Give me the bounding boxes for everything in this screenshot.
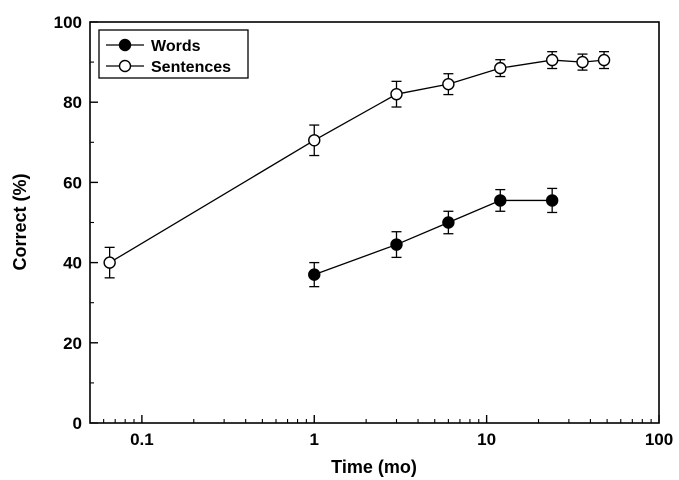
data-point-sentences: [308, 134, 321, 147]
x-tick-label: 0.1: [130, 430, 154, 449]
plot-frame-group: [89, 21, 660, 424]
series-words: [308, 187, 559, 288]
plot-frame: [89, 21, 660, 424]
axis-ticks: [90, 21, 660, 424]
data-point-words: [494, 194, 507, 207]
series-line-words: [314, 199, 553, 276]
x-tick-label: 10: [477, 430, 496, 449]
data-point-words: [442, 216, 455, 229]
legend: Words Sentences: [98, 29, 249, 79]
legend-marker-words: [118, 38, 132, 52]
x-tick-label: 100: [645, 430, 673, 449]
data-point-words: [545, 194, 559, 207]
data-point-sentences: [103, 256, 116, 269]
series-sentences: [103, 51, 611, 279]
axis-tick-labels: 0.1 1 10 100 0 20 40 60 80 100: [54, 13, 674, 449]
x-tick-label: 1: [310, 430, 319, 449]
legend-label-words: Words: [151, 38, 201, 55]
legend-marker-sentences: [118, 59, 132, 73]
x-axis-title: Time (mo): [331, 457, 417, 477]
data-point-words: [390, 238, 403, 251]
y-tick-label: 60: [63, 173, 82, 192]
data-point-words: [308, 268, 321, 281]
y-tick-label: 20: [63, 334, 82, 353]
data-point-sentences: [597, 53, 611, 67]
y-axis-title: Correct (%): [10, 173, 30, 270]
legend-label-sentences: Sentences: [151, 59, 231, 76]
series-layer: [103, 51, 611, 288]
y-tick-label: 0: [73, 414, 82, 433]
data-point-sentences: [545, 53, 559, 67]
y-tick-label: 100: [54, 13, 82, 32]
data-point-sentences: [576, 55, 589, 69]
data-point-sentences: [494, 61, 507, 75]
series-line-sentences: [109, 59, 605, 264]
data-point-sentences: [442, 77, 455, 91]
y-tick-label: 40: [63, 254, 82, 273]
data-point-sentences: [390, 87, 403, 101]
y-tick-label: 80: [63, 93, 82, 112]
